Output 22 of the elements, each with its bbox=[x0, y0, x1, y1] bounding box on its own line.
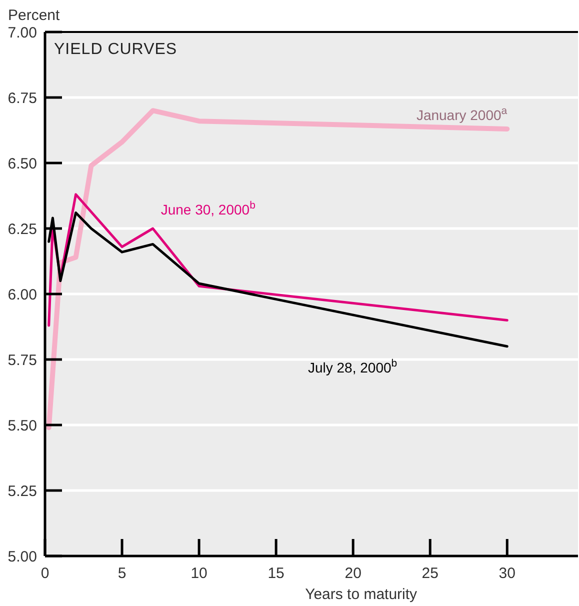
x-tick-label: 20 bbox=[344, 565, 362, 582]
x-tick-label: 15 bbox=[268, 565, 284, 582]
x-tick-label: 10 bbox=[190, 565, 208, 582]
y-tick-label: 5.25 bbox=[8, 482, 37, 500]
y-tick-label: 6.25 bbox=[8, 220, 37, 238]
y-tick-label: 7.00 bbox=[8, 24, 37, 42]
series-label: January 2000$^{a}$ bbox=[416, 104, 508, 123]
x-axis-title: Years to maturity bbox=[305, 586, 418, 603]
text: July 28, 2000$^{b}$ bbox=[308, 357, 398, 376]
y-tick-label: 5.00 bbox=[8, 548, 37, 566]
text: YIELD CURVES bbox=[54, 41, 178, 58]
y-tick-label: 6.00 bbox=[8, 286, 37, 304]
x-tick-label: 5 bbox=[118, 565, 126, 582]
y-tick-label: 6.75 bbox=[8, 90, 37, 107]
y-tick-label: 6.50 bbox=[8, 155, 37, 172]
x-tick-label: 0 bbox=[40, 565, 50, 582]
x-tick-label: 25 bbox=[422, 565, 438, 582]
series-label: June 30, 2000$^{b}$ bbox=[160, 200, 256, 218]
x-tick-label: 30 bbox=[498, 565, 516, 582]
y-tick-label: 5.50 bbox=[8, 417, 37, 434]
y-axis-title: Percent bbox=[8, 7, 61, 24]
y-tick-label: 5.75 bbox=[8, 352, 37, 369]
